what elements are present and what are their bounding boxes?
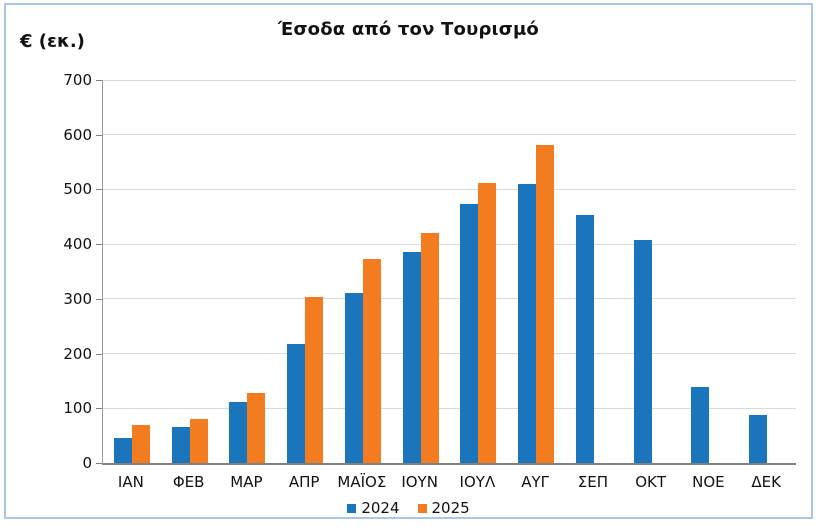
plot-area — [102, 79, 796, 465]
x-axis-label: ΜΑΪΟΣ — [337, 473, 387, 491]
bar-2025-ΙΑΝ — [131, 424, 150, 463]
x-axis-label: ΔΕΚ — [751, 473, 781, 491]
bar-2024-ΜΑΪΟΣ — [344, 292, 363, 463]
x-axis-label: ΜΑΡ — [230, 473, 263, 491]
legend-label-2024: 2024 — [361, 499, 400, 517]
y-tick — [96, 463, 102, 464]
bar-2025-ΙΟΥΛ — [478, 182, 497, 463]
bar-2024-ΙΟΥΝ — [402, 251, 421, 463]
bar-2025-ΦΕΒ — [189, 419, 208, 463]
y-tick-label: 600 — [63, 125, 92, 144]
x-axis-label: ΦΕΒ — [172, 473, 205, 491]
y-tick — [96, 134, 102, 136]
legend: 2024 2025 — [6, 499, 811, 517]
y-tick — [96, 298, 102, 300]
gridline — [103, 79, 796, 81]
y-tick-label: 0 — [82, 454, 92, 472]
bar-2025-ΑΠΡ — [305, 296, 324, 463]
legend-swatch-2025 — [417, 503, 427, 513]
x-axis: ΙΑΝ ΦΕΒ ΜΑΡ ΑΠΡ ΜΑΪΟΣ ΙΟΥΝ ΙΟΥΛ ΑΥΓ ΣΕΠ ΟΚΤ ΝΟΕ ΔΕΚ — [102, 473, 795, 495]
y-tick — [96, 189, 102, 191]
bar-2024-ΣΕΠ — [575, 214, 594, 463]
y-tick — [96, 353, 102, 355]
bar-2024-ΑΥΓ — [518, 183, 537, 463]
bar-2025-ΙΟΥΝ — [420, 232, 439, 463]
bar-2025-ΜΑΪΟΣ — [362, 258, 381, 463]
y-tick-label: 300 — [63, 289, 92, 308]
y-tick-label: 200 — [63, 344, 92, 363]
gridline — [103, 134, 796, 136]
gridline — [103, 188, 796, 190]
y-tick — [96, 408, 102, 410]
y-tick-label: 500 — [63, 180, 92, 199]
bar-2024-ΟΚΤ — [633, 239, 652, 463]
y-tick — [96, 244, 102, 246]
y-tick-label: 400 — [63, 235, 92, 254]
gridline — [103, 243, 796, 245]
x-axis-label: ΟΚΤ — [635, 473, 667, 491]
y-tick-label: 700 — [63, 71, 92, 89]
bar-2024-ΜΑΡ — [229, 401, 248, 463]
y-tick-label: 100 — [63, 399, 92, 418]
legend-swatch-2024 — [347, 503, 357, 513]
bar-2024-ΑΠΡ — [287, 343, 306, 463]
x-axis-label: ΙΟΥΛ — [459, 473, 496, 491]
bar-2024-ΦΕΒ — [171, 427, 190, 463]
bar-2025-ΜΑΡ — [247, 392, 266, 463]
x-axis-label: ΣΕΠ — [577, 473, 608, 491]
gridline — [103, 353, 796, 355]
x-axis-label: ΑΠΡ — [288, 473, 320, 491]
x-axis-label: ΝΟΕ — [692, 473, 725, 491]
bar-2025-ΑΥΓ — [536, 145, 555, 463]
chart-frame: € (εκ.) Έσοδα από τον Τουρισμό ΙΑΝ ΦΕΒ ΜΑΡ… — [4, 3, 813, 519]
gridline — [103, 298, 796, 300]
y-tick — [96, 80, 102, 81]
legend-item-2025: 2025 — [417, 499, 470, 517]
chart-title: Έσοδα από τον Τουρισμό — [278, 19, 539, 40]
bar-2024-ΝΟΕ — [691, 386, 710, 463]
y-axis-unit-label: € (εκ.) — [20, 31, 85, 52]
x-axis-label: ΙΑΝ — [117, 473, 144, 491]
gridline — [103, 407, 796, 409]
bar-2024-ΙΑΝ — [113, 437, 132, 463]
bar-2024-ΙΟΥΛ — [460, 204, 479, 463]
legend-item-2024: 2024 — [347, 499, 400, 517]
bar-2024-ΔΕΚ — [749, 414, 768, 463]
legend-label-2025: 2025 — [431, 499, 470, 517]
x-axis-label: ΙΟΥΝ — [401, 473, 438, 491]
x-axis-label: ΑΥΓ — [521, 473, 550, 491]
